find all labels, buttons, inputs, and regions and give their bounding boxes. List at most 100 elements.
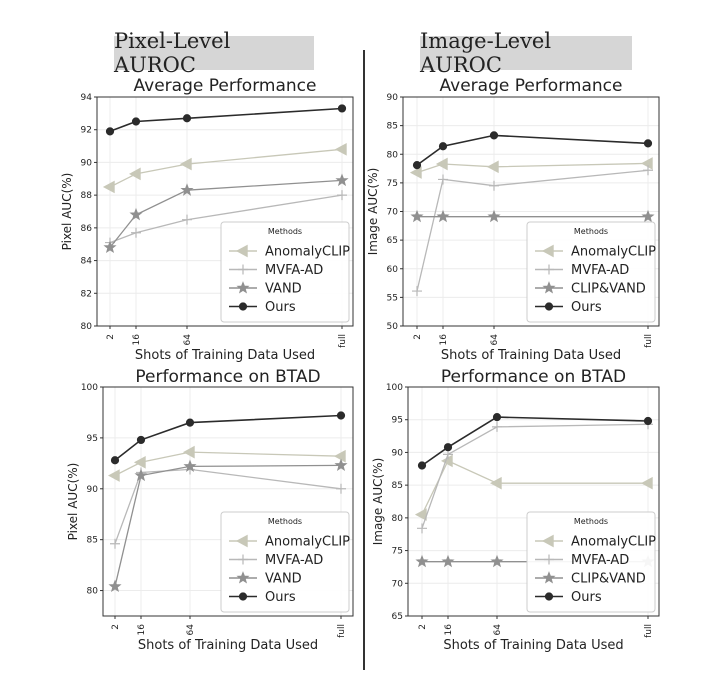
chart1-legend-vand-label: VAND [265,282,302,297]
chart2-ylabel: Image AUC(%) [366,168,380,256]
chart4-legend-clip-vand-label: CLIP&VAND [571,572,646,587]
chart1-xlabel: Shots of Training Data Used [135,348,315,363]
chart1-series-mvfa-ad-point [131,227,141,238]
chart2-legend-mvfa-ad-marker [544,264,554,275]
chart4-legend-ours-marker [544,592,554,601]
chart4-ylabel: Image AUC(%) [371,458,385,546]
chart4-series-ours-point [417,461,427,470]
chart4-legend-ours-label: Ours [571,590,602,605]
chart2-legend-title: Methods [574,227,608,236]
chart3-ylabel: Pixel AUC(%) [66,463,80,541]
chart1-series-ours-point [131,117,141,126]
chart2-legend-clip-vand-marker [542,281,556,294]
chart1-xtick-label: 2 [106,334,116,340]
chart3-series-mvfa-ad-point [110,538,120,549]
chart1-legend-box [220,221,350,323]
column-divider [363,50,365,670]
chart2-xlabel: Shots of Training Data Used [441,348,621,363]
chart3-xtick-label: full [337,624,347,638]
chart2-ytick-label: 65 [387,236,398,246]
chart3-legend-ours-label: Ours [265,590,296,605]
chart2-ytick-label: 70 [387,208,399,218]
chart1-ylabel: Pixel AUC(%) [60,173,74,251]
chart4-xtick-label: full [644,624,654,638]
chart4-series-anomalyclip-point [414,508,427,521]
chart1-legend-ours-label: Ours [265,300,296,315]
chart2-title: Average Performance [440,76,623,96]
chart4-series-clip-vand-point [415,554,429,568]
chart2-series-ours-point [643,139,653,148]
chart1-xtick-label: 64 [183,334,193,346]
chart3-series-anomalyclip-line [114,451,342,477]
chart2-ytick-label: 60 [387,265,399,275]
chart4-series-clip-vand-point [490,554,504,568]
chart1-series-vand-point [103,240,117,254]
chart2-xtick-label: 64 [490,334,500,346]
chart4-series-clip-vand-point [441,554,455,568]
chart4-series-mvfa-ad-point [417,523,427,534]
chart1-xtick-label: full [338,334,348,348]
chart4-xtick-label: 16 [444,624,454,636]
chart2-xtick-label: full [644,334,654,348]
chart3-series-ours-point [136,435,146,445]
chart2-series-ours-point [412,161,422,170]
chart2-legend-ours-label: Ours [571,300,602,315]
chart3-series-anomalyclip-point [333,449,346,463]
chart2-xtick-label: 16 [439,334,449,346]
chart3-ytick-label: 90 [87,485,99,495]
chart1-ytick-label: 90 [81,158,93,168]
chart2-series-mvfa-ad-point [643,165,653,176]
chart2-series-clip-vand-point [641,209,655,223]
chart3-series-vand-point [183,459,197,472]
chart2-series-anomalyclip-point [640,157,653,170]
chart3-xtick-label: 16 [137,624,147,636]
chart4-series-ours-point [443,443,453,452]
chart4-xlabel: Shots of Training Data Used [443,638,623,653]
chart2-legend-mvfa-ad-label: MVFA-AD [571,263,629,278]
chart3-title: Performance on BTAD [135,367,320,387]
chart3-series-vand-point [108,579,122,593]
chart1-legend-mvfa-ad-marker [238,264,248,275]
chart3-series-anomalyclip-point [133,455,146,469]
chart4-legend-mvfa-ad-label: MVFA-AD [571,553,629,568]
chart3-legend-ours-marker [238,592,248,601]
chart3-series-vand-point [134,468,148,482]
chart1-legend-title: Methods [268,227,302,236]
chart2-series-mvfa-ad-point [412,286,422,297]
chart3-axes-frame [102,386,354,617]
chart3-legend-mvfa-ad-marker [238,554,248,565]
chart2-series-anomalyclip-point [409,166,422,179]
chart1-series-anomalyclip-line [109,148,343,188]
chart3-xtick-label: 2 [111,624,121,630]
chart1-series-ours-point [337,104,347,113]
chart4-xtick-label: 2 [418,624,428,630]
chart2-series-mvfa-ad-line [416,169,649,292]
chart4-ytick-label: 75 [392,547,403,557]
chart1-series-ours-point [105,127,115,136]
chart4-series-mvfa-ad-point [492,421,502,432]
chart4-series-ours-point [492,412,502,422]
chart2-legend-box [526,221,656,323]
chart2-series-ours-point [438,142,448,151]
chart2-series-clip-vand-point [487,209,501,223]
chart2-ytick-label: 80 [387,150,399,160]
chart3-series-vand-line [114,464,342,587]
chart1-series-anomalyclip-point [334,143,347,156]
chart1-ytick-label: 80 [81,322,93,332]
chart4-series-anomalyclip-line [421,460,648,515]
chart3-series-anomalyclip-point [107,469,120,482]
chart2-series-clip-vand-point [436,209,450,223]
chart3-legend-anomalyclip-label: AnomalyCLIP [265,535,350,550]
chart4-series-ours-line [421,416,649,467]
chart3-series-ours-point [110,456,120,465]
chart2-series-ours-point [489,131,499,140]
chart4-legend-anomalyclip-label: AnomalyCLIP [571,535,656,550]
chart2-series-anomalyclip-point [486,160,499,174]
chart1-ytick-label: 82 [81,289,92,299]
chart3-legend-mvfa-ad-label: MVFA-AD [265,553,323,568]
chart4-series-anomalyclip-point [489,476,502,490]
chart3-series-ours-point [185,418,195,427]
chart2-series-ours-line [416,134,649,166]
chart1-series-vand-point [129,207,143,221]
